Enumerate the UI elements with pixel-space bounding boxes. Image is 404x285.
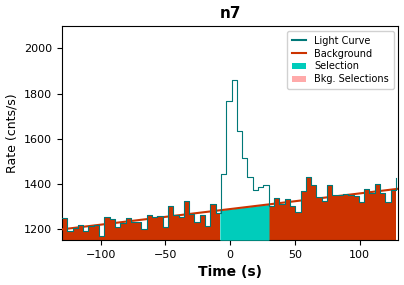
- Legend: Light Curve, Background, Selection, Bkg. Selections: Light Curve, Background, Selection, Bkg.…: [287, 31, 393, 89]
- Title: n7: n7: [219, 5, 241, 21]
- X-axis label: Time (s): Time (s): [198, 265, 262, 280]
- Y-axis label: Rate (cnts/s): Rate (cnts/s): [6, 93, 19, 173]
